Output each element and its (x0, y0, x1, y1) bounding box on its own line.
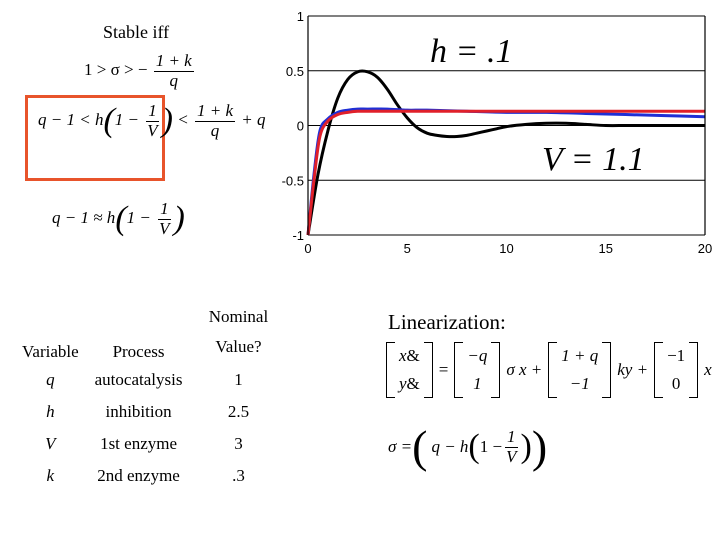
y-tick-label: 0 (297, 119, 304, 134)
sigma-one: 1 − (479, 437, 503, 456)
cond1-lhs: 1 > σ > − (84, 60, 148, 80)
row-value: 1 (234, 370, 243, 389)
annotation-v: V = 1.1 (542, 141, 645, 178)
row-variable: V (45, 434, 56, 453)
row-variable: q (46, 370, 55, 389)
table-row: V 1st enzyme 3 (14, 428, 286, 460)
equals-sign: = (438, 360, 449, 379)
series-line-1 (306, 107, 706, 236)
row-process: 1st enzyme (100, 434, 178, 453)
header-variable: Variable (22, 342, 79, 361)
sigma-lhs: σ = (388, 437, 413, 456)
y-tick-label: -1 (292, 228, 304, 243)
chart-series (306, 69, 706, 236)
table-row: h inhibition 2.5 (14, 396, 286, 428)
table-row: q autocatalysis 1 (14, 364, 286, 396)
row-variable: h (46, 402, 55, 421)
x-tick-label: 0 (304, 241, 311, 256)
header-nominal: Nominal Value? (208, 307, 269, 356)
series-line-0 (306, 69, 705, 236)
chart-annotations: h = .1 V = 1.1 (430, 33, 645, 178)
y-tick-label: 1 (297, 9, 304, 24)
y-tick-label: -0.5 (282, 173, 304, 188)
x-tick-label: 20 (698, 241, 712, 256)
cond2-lhs: q − 1 < h (38, 110, 104, 130)
term-3: x (704, 360, 712, 379)
cond2-lt: < (177, 110, 189, 130)
row-value: 3 (234, 434, 243, 453)
variables-table: Variable Process Nominal Value? q autoca… (14, 300, 286, 492)
cond3-one: 1 − (126, 208, 151, 228)
table-header-row: Variable Process Nominal Value? (14, 300, 286, 364)
cond3-lhs: q − 1 ≈ h (52, 208, 116, 228)
annotation-h: h = .1 (430, 33, 512, 70)
row-process: autocatalysis (94, 370, 183, 389)
term-1: σ x + (506, 360, 543, 379)
linearization-title: Linearization: (388, 310, 506, 334)
matrix-1: −q 1 (454, 342, 501, 398)
cond2-one: 1 − (114, 110, 140, 130)
header-process: Process (112, 342, 165, 361)
row-process: 2nd enzyme (97, 466, 180, 485)
x-tick-label: 10 (499, 241, 513, 256)
lhs-vector: x& y& (386, 342, 433, 398)
stability-heading: Stable iff (103, 22, 170, 42)
cond2-tail: + q (241, 110, 266, 130)
matrix-2: 1 + q −1 (548, 342, 612, 398)
row-process: inhibition (105, 402, 172, 421)
row-value: 2.5 (227, 402, 250, 421)
matrix-3: −1 0 (654, 342, 699, 398)
x-tick-label: 15 (599, 241, 613, 256)
y-tick-label: 0.5 (286, 64, 304, 79)
row-variable: k (46, 466, 55, 485)
sigma-inner: q − h (431, 437, 469, 456)
stability-condition-3: q − 1 ≈ h(1 − 1 V) (52, 199, 185, 238)
chart-tick-labels: 10.50-0.5-10 5 10 15 20 (282, 9, 713, 256)
highlight-box (25, 95, 165, 181)
chart-axes (307, 16, 706, 235)
row-value: .3 (232, 466, 245, 485)
x-tick-label: 5 (404, 241, 411, 256)
series-line-2 (306, 109, 705, 236)
term-2: ky + (617, 360, 649, 379)
table-row: k 2nd enzyme .3 (14, 460, 286, 492)
linearization-equation: x& y& = −q 1 σ x + 1 + q −1 ky + −1 0 x (386, 342, 712, 398)
